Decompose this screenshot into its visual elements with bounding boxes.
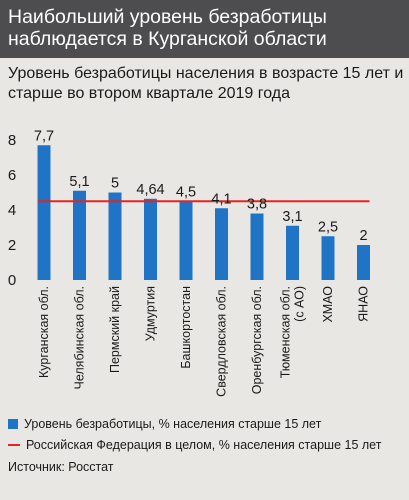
legend-item-series: Уровень безработицы, % населения старше … [8,415,321,433]
bar-9 [321,236,335,280]
chart-title: Уровень безработицы населения в возрасте… [8,65,404,102]
data-label: 2 [359,228,367,244]
x-tick-label: Пермский край [108,286,122,373]
x-tick-label: ХМАО [321,286,335,323]
x-tick-label: Тюменская обл.(с АО) [279,286,307,378]
headline: Наибольший уровень безработицы наблюдает… [8,6,327,50]
x-tick-label: Свердловская обл. [215,286,229,397]
bar-5 [179,201,193,280]
legend-swatch-bar [8,419,18,429]
data-label: 3,1 [282,209,302,225]
data-label: 5,1 [69,174,89,190]
data-label: 2,5 [318,219,338,235]
x-tick-label: Челябинская обл. [73,286,87,389]
data-label: 3,8 [247,197,267,213]
legend-label-series: Уровень безработицы, % населения старше … [24,417,322,431]
y-tick-label: 6 [8,167,16,184]
y-tick-label: 2 [8,237,16,254]
source-note: Источник: Росстат [8,460,114,474]
bar-1 [37,145,51,280]
y-tick-label: 8 [8,132,16,149]
bar-8 [286,225,299,280]
bar-2 [73,190,86,280]
data-label: 7,7 [34,128,54,144]
x-tick-label: Оренбургская обл. [250,286,264,394]
data-label: 5 [111,176,119,192]
data-label: 4,64 [136,182,164,198]
x-tick-label: Курганская обл. [37,286,51,378]
y-tick-label: 4 [8,202,16,219]
legend-swatch-line [8,444,20,446]
bar-6 [215,208,228,280]
x-tick-label: Башкортостан [179,286,193,369]
data-label: 4,5 [176,184,196,200]
x-tick-label: Удмуртия [144,286,158,341]
bar-7 [250,213,264,280]
headline-bar [0,0,409,58]
x-tick-label: ЯНАО [357,286,371,322]
legend-item-reference: Российская Федерация в целом, % населени… [8,436,381,454]
bar-10 [357,245,370,280]
bar-4 [144,198,157,280]
legend-label-reference: Российская Федерация в целом, % населени… [26,438,382,452]
bar-3 [108,192,122,280]
y-tick-label: 0 [8,272,16,289]
data-label: 4,1 [211,191,231,207]
